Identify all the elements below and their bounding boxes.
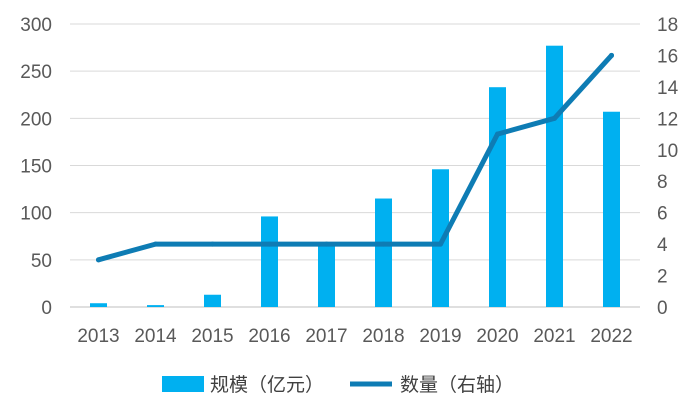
y-left-tick-label: 200 [20,109,52,130]
y-left-tick-label: 50 [31,251,52,272]
y-left-tick-label: 100 [20,204,52,225]
y-right-tick-label: 0 [657,298,668,319]
line-point [153,241,158,247]
bar [318,242,335,307]
x-tick-label: 2015 [191,326,233,347]
line-point [495,131,500,137]
x-tick-label: 2021 [533,326,575,347]
y-left-tick-label: 150 [20,157,52,178]
line-path [96,52,614,263]
x-tick-label: 2017 [305,326,347,347]
legend-swatch-bar [162,376,204,392]
y-right-tick-label: 10 [657,141,678,162]
line-point [381,241,386,247]
y-right-tick-label: 16 [657,46,678,67]
bar-series [90,45,620,308]
x-tick-label: 2018 [362,326,404,347]
legend: 规模（亿元） 数量（右轴） [162,374,514,396]
line-point [210,241,215,247]
x-tick-label: 2013 [77,326,119,347]
y-right-tick-label: 6 [657,204,668,225]
y-left-tick-label: 300 [20,15,52,36]
x-tick-label: 2020 [476,326,518,347]
line-point [267,241,272,247]
legend-label-bar: 规模（亿元） [210,374,324,396]
y-right-tick-label: 8 [657,172,668,193]
bar [603,111,620,307]
y-right-tick-label: 18 [657,15,678,36]
gridlines [70,23,640,308]
bar [375,198,392,307]
bar [546,45,563,308]
y-right-tick-label: 4 [657,235,668,256]
bar [147,305,164,307]
x-tick-label: 2016 [248,326,290,347]
line-point [609,52,614,58]
line-point [324,241,329,247]
legend-label-line: 数量（右轴） [400,374,514,396]
line-point [438,241,443,247]
line-series [96,52,614,263]
y-left-tick-label: 250 [20,62,52,83]
line-point [552,115,557,121]
y-right-tick-label: 12 [657,109,678,130]
x-tick-label: 2014 [134,326,177,347]
y-axis-right: 0 2 4 6 8 10 12 14 16 18 [657,15,679,319]
bar [489,87,506,307]
x-tick-label: 2022 [590,326,632,347]
y-axis-left: 0 50 100 150 200 250 300 [20,15,52,319]
x-tick-label: 2019 [419,326,461,347]
bar [90,303,107,307]
y-right-tick-label: 2 [657,267,668,288]
bar [432,169,449,307]
y-right-tick-label: 14 [657,78,679,99]
x-axis: 2013 2014 2015 2016 2017 2018 2019 2020 2021 2022 [77,326,632,347]
line-point [96,257,101,263]
y-left-tick-label: 0 [41,298,52,319]
bar [261,216,278,307]
bar [204,294,221,307]
